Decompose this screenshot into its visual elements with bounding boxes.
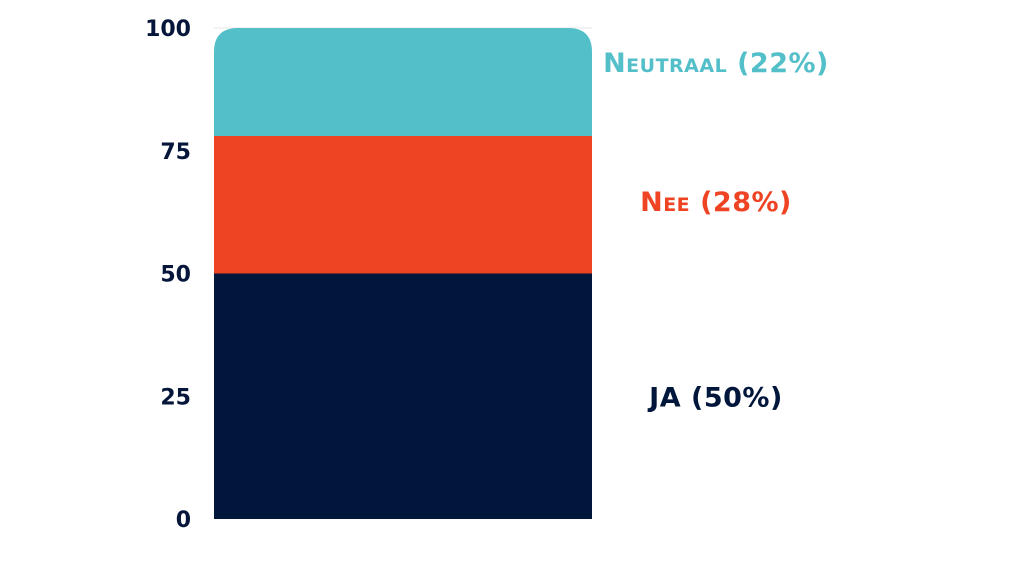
bars-group (214, 28, 592, 519)
y-tick-label: 25 (160, 385, 191, 410)
segment-label-2: Nee (28%) (640, 187, 792, 218)
y-tick-label: 50 (160, 263, 191, 288)
y-tick-label: 100 (145, 17, 191, 42)
segment-label-3: Neutraal (22%) (603, 48, 829, 79)
bar-segment-3 (214, 28, 592, 137)
y-tick-label: 75 (160, 140, 191, 165)
segment-label-1: JA (50%) (647, 382, 783, 413)
bar-segment-1 (214, 273, 592, 519)
y-tick-label: 0 (176, 508, 191, 533)
bar-segment-2 (214, 136, 592, 274)
y-axis-ticks: 0 25 50 75 100 (145, 17, 191, 533)
segment-labels: JA (50%) Nee (28%) Neutraal (22%) (603, 48, 829, 413)
